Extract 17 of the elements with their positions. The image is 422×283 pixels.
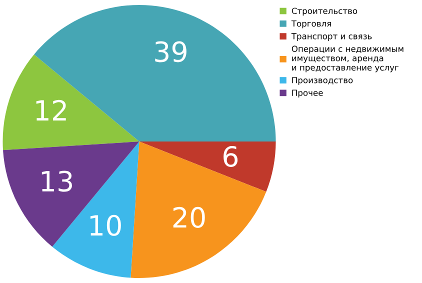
pie-slice	[130, 142, 266, 278]
legend-label: Транспорт и связь	[291, 33, 372, 41]
legend-label: Производство	[292, 77, 353, 85]
data-label: 13	[42, 170, 72, 192]
pie-slice	[2, 54, 140, 150]
pie-slice	[3, 142, 140, 247]
data-label: 39	[155, 41, 186, 62]
pie-slice	[139, 142, 276, 192]
legend-label: Прочее	[292, 90, 323, 98]
legend-label: Торговля	[291, 20, 331, 28]
data-label: 10	[90, 214, 121, 236]
data-label: 20	[173, 206, 205, 228]
pie-slice	[34, 4, 276, 142]
legend-label: Строительство	[292, 8, 358, 16]
data-label: 6	[224, 146, 238, 167]
legend-label: Операции с недвижимым имуществом, аренда и предоставление услуг	[292, 46, 404, 72]
data-label: 12	[36, 100, 66, 120]
